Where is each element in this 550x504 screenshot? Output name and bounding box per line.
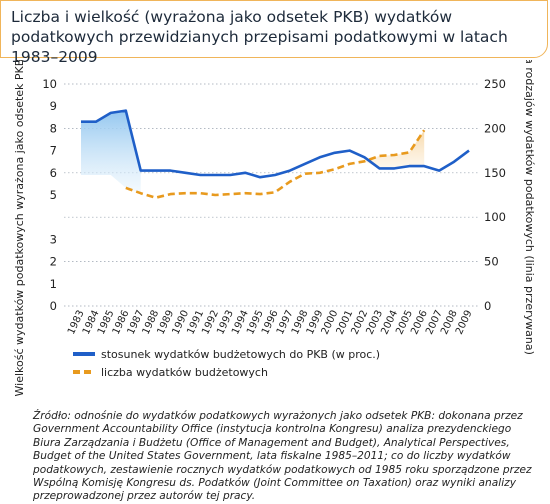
left-tick-label: 9 bbox=[50, 99, 57, 113]
left-tick-label: 10 bbox=[42, 77, 57, 91]
left-tick-label: 1 bbox=[50, 277, 57, 291]
legend-entry-ratio: stosunek wydatków budżetowych do PKB (w … bbox=[101, 348, 380, 361]
series-line-count bbox=[125, 129, 426, 199]
left-tick-label: 5 bbox=[50, 188, 57, 202]
left-tick-label: 0 bbox=[50, 299, 57, 313]
right-tick-label: 50 bbox=[484, 255, 499, 269]
y-axis-label-left: Wielkość wydatków podatkowych wyrażona j… bbox=[13, 60, 26, 396]
right-tick-label: 0 bbox=[484, 299, 491, 313]
grid bbox=[64, 83, 478, 307]
area-fill-count bbox=[304, 130, 425, 174]
title-box: Liczba i wielkość (wyrażona jako odsetek… bbox=[0, 0, 548, 66]
series-line-ratio bbox=[81, 109, 470, 179]
area-fills bbox=[81, 110, 425, 194]
legend-entry-count: liczba wydatków budżetowych bbox=[101, 366, 268, 379]
right-tick-label: 250 bbox=[484, 77, 506, 91]
series-lines bbox=[81, 109, 470, 199]
right-tick-label: 100 bbox=[484, 210, 506, 224]
left-tick-label: 6 bbox=[50, 166, 57, 180]
chart-title: Liczba i wielkość (wyrażona jako odsetek… bbox=[11, 8, 508, 66]
left-tick-label: 2 bbox=[50, 255, 57, 269]
right-tick-label: 150 bbox=[484, 166, 506, 180]
y-axis-label-right: Liczba rodzajów wydatków podatkowych (li… bbox=[523, 60, 536, 355]
left-tick-label: 3 bbox=[50, 232, 57, 246]
source-note: Źródło: odnośnie do wydatków podatkowych… bbox=[33, 410, 532, 503]
right-tick-label: 200 bbox=[484, 121, 506, 135]
left-tick-label: 8 bbox=[50, 121, 57, 135]
area-fill-ratio bbox=[81, 110, 141, 194]
right-axis-ticks: 250 200 150 100 50 0 bbox=[484, 77, 506, 313]
legend: stosunek wydatków budżetowych do PKB (w … bbox=[73, 348, 380, 379]
x-axis-ticks: 1983198419851986198719881989199019911992… bbox=[66, 309, 475, 337]
left-tick-label: 7 bbox=[50, 144, 57, 158]
